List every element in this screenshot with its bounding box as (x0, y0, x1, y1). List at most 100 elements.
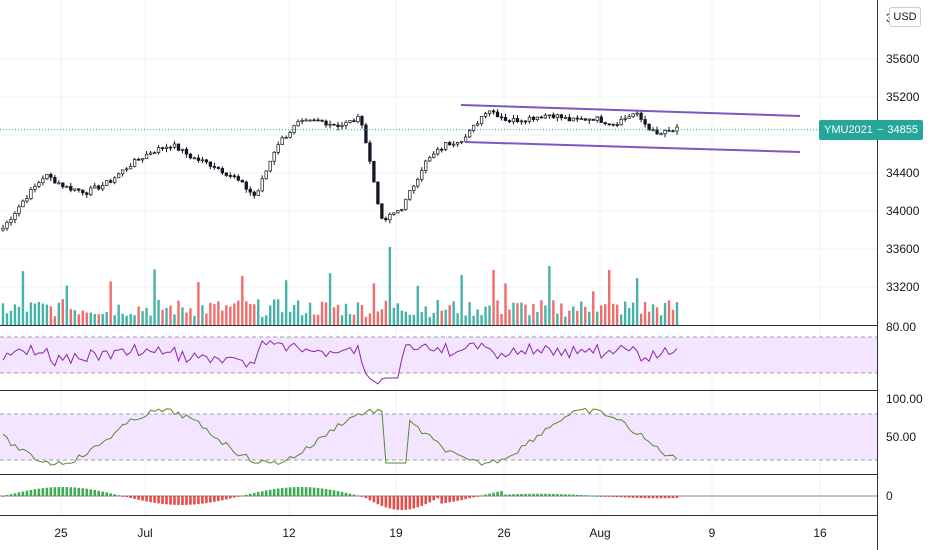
volume-bar-36 (145, 307, 148, 325)
momentum-bar-159 (635, 496, 639, 498)
candle-body-14 (57, 182, 61, 185)
volume-bar-40 (161, 309, 164, 325)
momentum-bar-141 (564, 494, 567, 496)
volume-bar-13 (53, 316, 57, 325)
momentum-bar-17 (69, 487, 73, 496)
candle-body-11 (45, 173, 49, 180)
volume-bar-99 (396, 303, 400, 325)
candle-body-5 (21, 200, 25, 208)
volume-bar-154 (615, 304, 619, 325)
candle-body-57 (228, 175, 232, 177)
momentum-bar-114 (456, 496, 459, 501)
currency-button[interactable]: USD (889, 7, 921, 27)
candle-body-77 (308, 119, 312, 122)
momentum-bar-137 (548, 493, 551, 496)
momentum-bar-45 (181, 496, 184, 505)
candle-body-98 (392, 212, 396, 215)
candle-body-125 (499, 116, 504, 119)
candle-body-104 (416, 179, 420, 187)
momentum-bar-48 (193, 496, 196, 505)
momentum-bar-125 (500, 490, 503, 496)
momentum-bar-111 (444, 496, 447, 503)
candle-body-35 (140, 158, 145, 161)
momentum-bar-46 (185, 496, 188, 505)
momentum-bar-33 (133, 496, 136, 499)
momentum-bar-35 (141, 496, 144, 501)
volume-bar-1 (5, 313, 9, 325)
candle-body-137 (547, 114, 552, 117)
candle-body-146 (583, 118, 587, 121)
momentum-bar-122 (488, 493, 491, 496)
candle-body-110 (440, 148, 444, 151)
rsi-pane[interactable] (0, 336, 877, 385)
momentum-bar-138 (552, 493, 555, 496)
candle-body-82 (328, 123, 332, 126)
rsi-tick-label: 80.00 (886, 320, 916, 334)
candle-body-4 (17, 206, 21, 214)
stochastic-pane[interactable] (0, 407, 877, 466)
volume-bar-21 (85, 312, 88, 325)
momentum-pane[interactable] (0, 487, 877, 510)
grid-lines (0, 0, 877, 515)
candle-body-58 (232, 175, 236, 178)
momentum-bar-83 (332, 490, 336, 496)
candle-body-16 (65, 186, 69, 188)
candle-body-75 (300, 120, 304, 122)
momentum-bar-150 (599, 496, 603, 497)
candle-body-158 (631, 113, 635, 118)
candle-body-1 (5, 222, 9, 229)
momentum-bar-21 (85, 488, 89, 496)
momentum-bar-110 (440, 496, 443, 504)
candle-body-144 (575, 117, 579, 120)
volume-bar-30 (121, 313, 124, 325)
time-tick-label-4: 26 (497, 526, 511, 540)
momentum-bar-67 (268, 489, 272, 496)
candle-body-140 (559, 114, 563, 119)
momentum-bar-36 (145, 496, 148, 502)
momentum-bar-131 (524, 493, 527, 496)
candle-body-95 (380, 203, 384, 219)
candle-body-60 (240, 179, 244, 183)
momentum-bar-166 (663, 496, 667, 499)
price-pane[interactable] (0, 104, 877, 232)
volume-bar-93 (372, 283, 376, 325)
candle-body-147 (587, 118, 591, 121)
volume-bar-42 (169, 305, 172, 325)
candle-body-168 (671, 130, 675, 133)
momentum-bar-160 (639, 496, 643, 499)
candle-body-86 (344, 121, 348, 126)
momentum-bar-107 (428, 496, 432, 503)
time-tick-label-3: 19 (389, 526, 403, 540)
volume-bar-84 (336, 304, 340, 325)
candle-body-105 (420, 170, 424, 180)
channel-lower-line[interactable] (464, 141, 801, 153)
volume-bar-129 (516, 303, 519, 325)
volume-bar-81 (324, 302, 328, 325)
momentum-bar-147 (587, 495, 591, 497)
momentum-bar-105 (420, 496, 424, 506)
candle-body-70 (280, 137, 284, 145)
volume-bar-72 (288, 311, 292, 325)
volume-bar-46 (185, 312, 188, 325)
candle-body-102 (408, 190, 412, 200)
momentum-bar-26 (105, 492, 108, 496)
time-axis[interactable]: 25 Jul 12 19 26 Aug 9 16 (54, 526, 827, 540)
momentum-bar-88 (352, 494, 356, 496)
volume-bar-50 (201, 305, 204, 325)
momentum-bar-37 (149, 496, 152, 503)
osc-band (0, 414, 877, 460)
volume-bar-77 (308, 302, 312, 325)
momentum-bar-87 (348, 493, 352, 496)
candle-body-116 (463, 136, 468, 142)
candle-body-143 (571, 117, 575, 122)
candle-body-139 (555, 114, 560, 119)
price-axis[interactable]: 33200336003400034400348003520035600380.0… (878, 0, 932, 550)
candle-body-7 (29, 189, 33, 199)
last-price-badge: YMU2021 − 34855 (819, 120, 923, 140)
candle-body-27 (109, 180, 113, 183)
candle-body-169 (675, 126, 679, 132)
channel-upper-line[interactable] (460, 104, 801, 117)
candle-body-160 (639, 112, 643, 120)
